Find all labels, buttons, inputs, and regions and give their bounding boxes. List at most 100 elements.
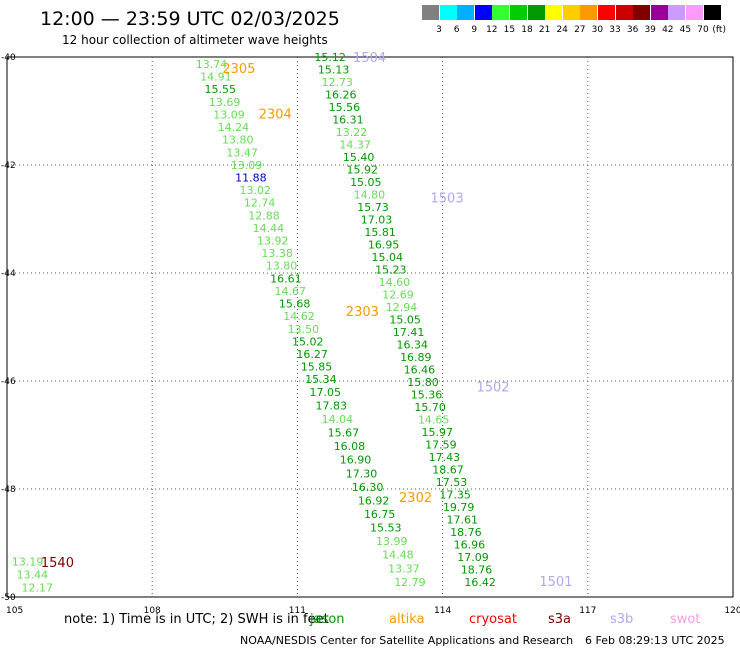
swh-value: 15.12 [314, 51, 346, 64]
swh-value: 17.61 [447, 513, 479, 526]
legend-swatch [545, 5, 563, 20]
swh-value: 15.04 [371, 251, 403, 264]
swh-value: 18.76 [461, 563, 493, 576]
satellite-key-cryosat: cryosat [469, 612, 517, 627]
swh-value: 14.80 [354, 188, 386, 201]
swh-value: 14.91 [200, 71, 232, 84]
legend-label: 45 [679, 25, 692, 35]
pass-number-label: 2304 [259, 108, 292, 123]
swh-value: 16.30 [352, 481, 384, 494]
pass-number-label: 2302 [399, 491, 432, 506]
legend-label: 15 [503, 25, 516, 35]
swh-value: 15.80 [407, 376, 439, 389]
swh-value: 13.69 [209, 96, 241, 109]
swh-value: 16.08 [334, 440, 366, 453]
legend-swatch [580, 5, 598, 20]
swh-value: 18.67 [432, 463, 464, 476]
swh-value: 13.44 [17, 568, 49, 581]
swh-value: 15.36 [411, 388, 443, 401]
swh-value: 16.27 [296, 348, 328, 361]
swh-value: 15.85 [301, 361, 333, 374]
lon-tick-label: 114 [434, 606, 451, 616]
pass-number-label: 1540 [41, 556, 74, 571]
pass-number-label: 1503 [431, 191, 464, 206]
swh-value: 13.09 [231, 159, 263, 172]
legend-swatch [439, 5, 457, 20]
legend-swatch [457, 5, 475, 20]
legend-swatch [474, 5, 492, 20]
lon-tick-label: 111 [289, 606, 306, 616]
footer-organization: NOAA/NESDIS Center for Satellite Applica… [240, 634, 574, 647]
swh-value: 15.56 [329, 101, 361, 114]
swh-value: 16.96 [454, 538, 486, 551]
swh-value: 14.24 [218, 121, 250, 134]
satellite-key-jason: jason [310, 612, 345, 627]
pass-number-label: 1501 [539, 575, 572, 590]
swh-value: 17.05 [310, 386, 342, 399]
legend-label: 21 [538, 25, 551, 35]
legend-label: 27 [574, 25, 586, 35]
satellite-key-altika: altika [389, 612, 425, 627]
swh-value: 13.74 [196, 58, 228, 71]
swh-value: 19.79 [443, 501, 475, 514]
swh-value: 13.99 [376, 535, 408, 548]
swh-value: 13.47 [226, 146, 258, 159]
legend-unit: (ft) [712, 25, 726, 35]
swh-value: 15.81 [364, 226, 396, 239]
swh-value: 15.05 [389, 313, 421, 326]
swh-value: 12.88 [248, 209, 279, 222]
swh-value: 11.88 [235, 171, 266, 184]
swh-value: 15.68 [279, 298, 311, 311]
lon-tick-label: 108 [144, 606, 161, 616]
legend-swatch [615, 5, 633, 20]
map-frame [6, 56, 734, 598]
swh-value: 12.69 [382, 288, 414, 301]
legend-swatch [527, 5, 545, 20]
swh-value: 16.75 [364, 508, 396, 521]
swh-value: 17.09 [457, 551, 489, 564]
legend-label: 24 [556, 25, 568, 35]
legend-label: 6 [453, 25, 460, 35]
swh-value: 15.92 [346, 163, 378, 176]
swh-value: 15.97 [422, 426, 454, 439]
swh-value: 17.41 [393, 326, 425, 339]
swh-value: 13.92 [257, 235, 289, 248]
swh-value: 16.95 [368, 238, 400, 251]
map-title: 12:00 — 23:59 UTC 02/03/2025 [40, 8, 340, 30]
swh-value: 17.53 [436, 476, 468, 489]
legend-swatch [703, 5, 721, 20]
swh-value: 17.35 [439, 488, 471, 501]
swh-value: 14.37 [339, 138, 371, 151]
swh-value: 15.53 [370, 522, 402, 535]
lon-tick-label: 105 [6, 606, 23, 616]
lat-tick-label: -42 [1, 161, 16, 171]
legend-swatch [650, 5, 668, 20]
swh-value: 17.83 [316, 399, 348, 412]
swh-value: 14.48 [382, 549, 414, 562]
legend-swatch [668, 5, 686, 20]
legend-swatch [510, 5, 527, 20]
swh-value: 14.67 [275, 285, 307, 298]
swh-value: 12.79 [394, 576, 426, 589]
lat-tick-label: -44 [1, 269, 16, 279]
swh-value: 14.62 [283, 310, 315, 323]
legend-label: 18 [521, 25, 533, 35]
swh-value: 13.38 [261, 247, 293, 260]
swh-value: 15.02 [292, 335, 324, 348]
swh-value: 15.67 [328, 427, 360, 440]
legend-label: 39 [644, 25, 656, 35]
swh-value: 16.90 [340, 454, 372, 467]
lat-tick-label: -48 [1, 485, 16, 495]
swh-value: 16.89 [400, 351, 432, 364]
swh-value: 12.94 [386, 301, 418, 314]
swh-value: 13.80 [222, 134, 254, 147]
satellite-key-s3a: s3a [548, 612, 572, 627]
footer-note: note: 1) Time is in UTC; 2) SWH is in fe… [64, 612, 329, 627]
swh-value: 17.30 [346, 467, 378, 480]
lat-tick-label: -46 [1, 377, 16, 387]
swh-value: 13.19 [12, 555, 44, 568]
map-subtitle: 12 hour collection of altimeter wave hei… [62, 33, 328, 47]
swh-value: 14.65 [418, 413, 450, 426]
swh-value: 12.74 [244, 197, 276, 210]
